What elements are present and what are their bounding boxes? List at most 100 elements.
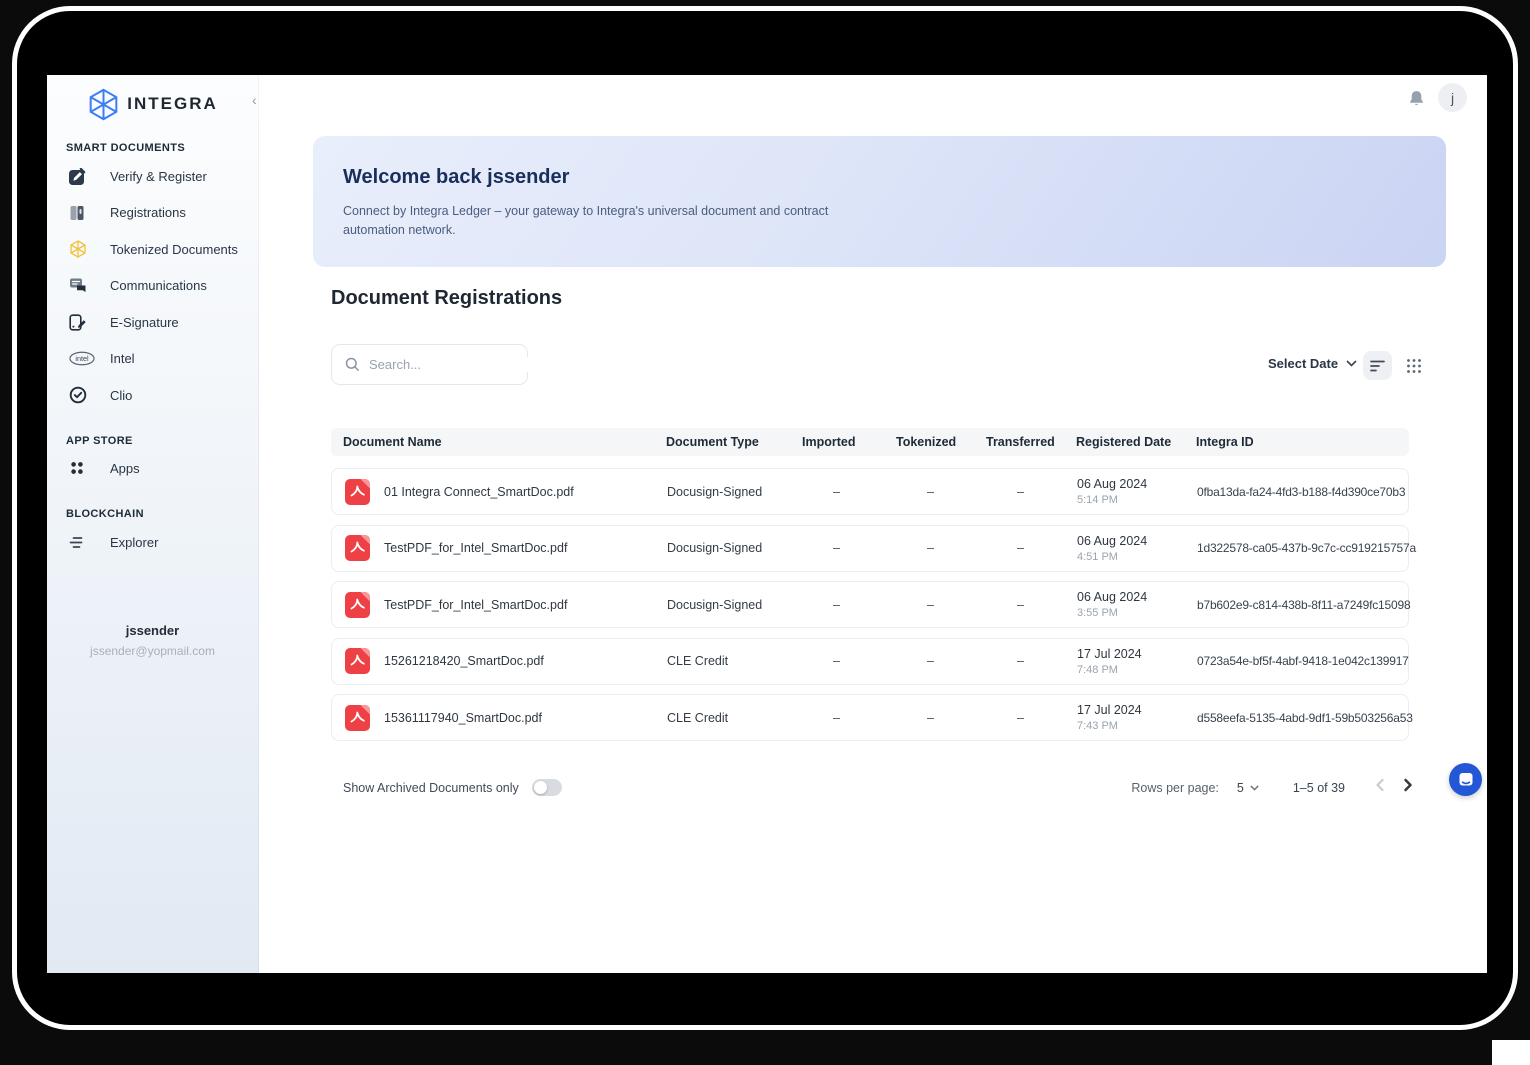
rows-per-page-value: 5 bbox=[1236, 780, 1244, 795]
chat-bubble-icon bbox=[1458, 772, 1474, 788]
document-name: 01 Integra Connect_SmartDoc.pdf bbox=[384, 484, 574, 499]
table-row[interactable]: 15361117940_SmartDoc.pdf CLE Credit – – – 17 … bbox=[331, 694, 1413, 741]
sidebar-item-explorer[interactable]: Explorer bbox=[47, 524, 258, 561]
registered-time: 7:43 PM bbox=[1077, 720, 1118, 732]
table-row[interactable]: 15261218420_SmartDoc.pdf CLE Credit – – – 17 … bbox=[331, 637, 1409, 685]
sidebar: INTEGRA SMART DOCUMENTS Verify & Register… bbox=[47, 75, 259, 973]
document-type-cell: CLE Credit bbox=[667, 710, 729, 725]
registered-date: 06 Aug 2024 bbox=[1077, 590, 1148, 604]
sidebar-item-communications[interactable]: Communications bbox=[47, 268, 258, 305]
app-screen: INTEGRA SMART DOCUMENTS Verify & Register… bbox=[47, 75, 1487, 973]
registered-date-cell: 06 Aug 2024 4:51 PM bbox=[1077, 534, 1197, 563]
rows-per-page-select[interactable]: 5 bbox=[1237, 781, 1259, 795]
sidebar-item-label: E-Signature bbox=[110, 314, 179, 330]
transferred-cell: – bbox=[1017, 541, 1024, 555]
table-row[interactable]: TestPDF_for_Intel_SmartDoc.pdf Docusign-S… bbox=[331, 524, 1416, 572]
document-name: TestPDF_for_Intel_SmartDoc.pdf bbox=[384, 541, 568, 555]
transferred-cell: – bbox=[1017, 710, 1024, 725]
sidebar-collapse-button[interactable]: ‹ bbox=[252, 92, 257, 108]
registered-time: 4:51 PM bbox=[1077, 550, 1118, 563]
clio-icon bbox=[69, 386, 95, 404]
logo[interactable]: INTEGRA bbox=[47, 75, 258, 121]
welcome-title: Welcome back jssender bbox=[343, 166, 570, 188]
registered-date-cell: 17 Jul 2024 7:48 PM bbox=[1077, 647, 1197, 676]
search-input[interactable] bbox=[369, 357, 545, 372]
user-avatar[interactable]: j bbox=[1438, 83, 1467, 112]
table-header-row: Document Name Document Type Imported Tokeni… bbox=[331, 428, 1409, 456]
registered-date: 06 Aug 2024 bbox=[1077, 533, 1148, 548]
sidebar-user-block: jssender jssender@yopmail.com bbox=[47, 623, 258, 658]
sidebar-item-verify-register[interactable]: Verify & Register bbox=[47, 158, 258, 195]
section-label: BLOCKCHAIN bbox=[66, 508, 144, 520]
archived-toggle[interactable] bbox=[531, 779, 562, 796]
welcome-subtitle: Connect by Integra Ledger – your gateway… bbox=[343, 204, 829, 238]
imported-cell: – bbox=[833, 654, 840, 668]
sidebar-item-label: Communications bbox=[110, 278, 207, 294]
document-name-cell: TestPDF_for_Intel_SmartDoc.pdf bbox=[332, 535, 667, 561]
grid-view-icon[interactable] bbox=[1399, 351, 1428, 380]
integra-id-cell: d558eefa-5135-4abd-9df1-59b503256a53 bbox=[1197, 710, 1413, 725]
rows-per-page-label: Rows per page: bbox=[1131, 780, 1219, 795]
chat-widget-button[interactable] bbox=[1449, 763, 1482, 796]
integra-id-cell: 0723a54e-bf5f-4abf-9418-1e042c139917 bbox=[1197, 654, 1409, 668]
sidebar-item-label: Explorer bbox=[110, 534, 159, 550]
registered-time: 7:48 PM bbox=[1077, 663, 1118, 676]
column-header-document-type: Document Type bbox=[666, 435, 759, 449]
sidebar-item-registrations[interactable]: Registrations bbox=[47, 195, 258, 232]
sidebar-item-label: Verify & Register bbox=[110, 168, 207, 184]
table-row[interactable]: TestPDF_for_Intel_SmartDoc.pdf Docusign-S… bbox=[331, 581, 1411, 628]
column-header-imported: Imported bbox=[802, 435, 856, 449]
search-icon bbox=[345, 357, 360, 372]
archived-filter: Show Archived Documents only bbox=[331, 779, 562, 796]
communications-icon bbox=[69, 277, 95, 294]
chevron-down-icon bbox=[1250, 784, 1259, 791]
imported-cell: – bbox=[833, 484, 840, 499]
sidebar-item-apps[interactable]: Apps bbox=[47, 451, 258, 488]
e-signature-icon bbox=[69, 314, 95, 331]
registered-date-cell: 06 Aug 2024 5:14 PM bbox=[1077, 477, 1197, 506]
page-title: Document Registrations bbox=[331, 287, 563, 309]
tokenized-documents-icon bbox=[69, 240, 95, 258]
svg-text:intel: intel bbox=[75, 354, 89, 363]
sidebar-item-e-signature[interactable]: E-Signature bbox=[47, 304, 258, 341]
document-type-cell: Docusign-Signed bbox=[667, 484, 763, 499]
pdf-file-icon bbox=[345, 478, 370, 505]
integra-id-cell: b7b602e9-c814-438b-8f11-a7249fc15098 bbox=[1197, 597, 1411, 612]
transferred-cell: – bbox=[1017, 597, 1024, 612]
imported-cell: – bbox=[833, 541, 840, 555]
tokenized-cell: – bbox=[927, 484, 934, 499]
document-type-cell: Docusign-Signed bbox=[667, 597, 763, 612]
column-header-tokenized: Tokenized bbox=[896, 435, 957, 449]
background-artifact bbox=[1492, 1040, 1530, 1065]
registered-time: 5:14 PM bbox=[1077, 494, 1118, 506]
next-page-button[interactable] bbox=[1403, 778, 1413, 797]
sidebar-item-clio[interactable]: Clio bbox=[47, 377, 258, 414]
pdf-file-icon bbox=[345, 648, 370, 674]
document-name-cell: 15361117940_SmartDoc.pdf bbox=[332, 704, 667, 731]
sidebar-item-intel[interactable]: intel Intel bbox=[47, 341, 258, 378]
document-name: 15361117940_SmartDoc.pdf bbox=[384, 710, 542, 725]
section-label: SMART DOCUMENTS bbox=[66, 142, 186, 154]
search-box[interactable] bbox=[331, 344, 545, 385]
table-row[interactable]: 01 Integra Connect_SmartDoc.pdf Docusign-… bbox=[331, 468, 1409, 515]
pdf-file-icon bbox=[345, 704, 370, 731]
tokenized-cell: – bbox=[927, 597, 934, 612]
sidebar-item-tokenized-documents[interactable]: Tokenized Documents bbox=[47, 231, 258, 268]
column-header-transferred: Transferred bbox=[986, 435, 1055, 449]
column-header-registered-date: Registered Date bbox=[1076, 435, 1172, 449]
intel-icon: intel bbox=[69, 351, 95, 366]
notifications-bell-icon[interactable] bbox=[1408, 89, 1426, 109]
list-view-icon[interactable] bbox=[1363, 351, 1392, 380]
sidebar-item-label: Clio bbox=[110, 387, 133, 403]
previous-page-button[interactable] bbox=[1375, 778, 1385, 797]
date-filter-dropdown[interactable]: Select Date bbox=[1268, 356, 1357, 371]
pdf-file-icon bbox=[345, 591, 370, 618]
imported-cell: – bbox=[833, 710, 840, 725]
document-name-cell: 15261218420_SmartDoc.pdf bbox=[332, 648, 667, 674]
sidebar-item-label: Apps bbox=[110, 461, 140, 477]
sidebar-item-label: Registrations bbox=[110, 205, 186, 221]
registrations-icon bbox=[69, 205, 95, 221]
pagination: Rows per page: 5 1–5 of 39 bbox=[1131, 778, 1413, 797]
integra-id-cell: 0fba13da-fa24-4fd3-b188-f4d390ce70b3 bbox=[1197, 484, 1406, 499]
document-name-cell: TestPDF_for_Intel_SmartDoc.pdf bbox=[332, 591, 667, 618]
